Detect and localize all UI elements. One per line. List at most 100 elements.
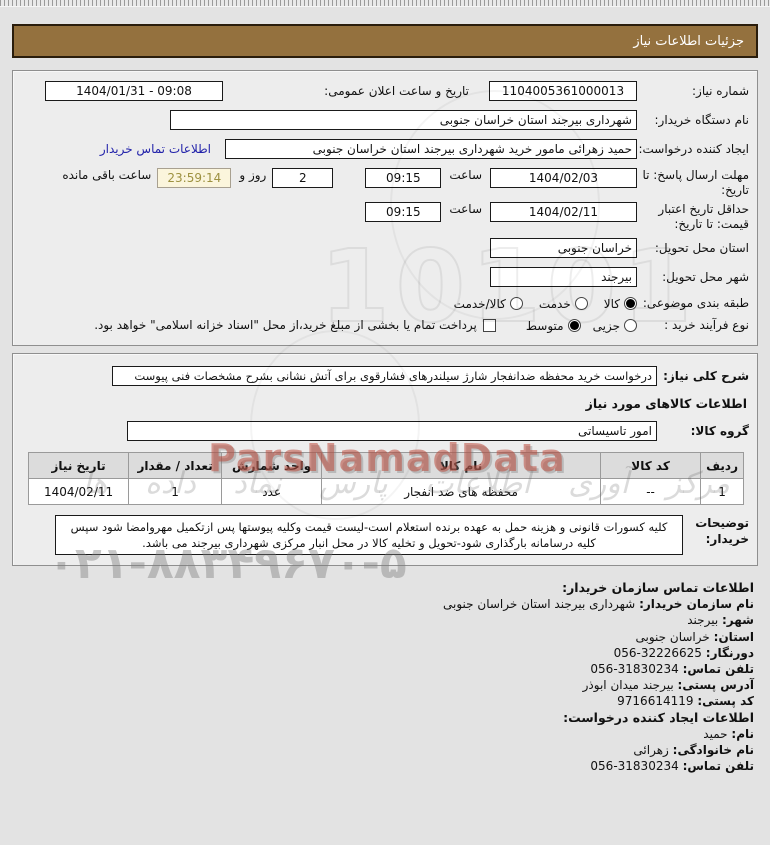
buyer-contact-section: اطلاعات تماس سازمان خریدار: نام سازمان خ…: [16, 580, 754, 774]
org-city-label: شهر:: [722, 613, 754, 628]
goods-radio[interactable]: [624, 297, 637, 310]
creator-firstname-label: نام:: [731, 726, 754, 741]
minor-radio[interactable]: [624, 319, 637, 332]
category-row: طبقه بندی موضوعی: کالا خدمت کالا/خدمت: [21, 296, 749, 311]
process-option-medium: متوسط: [526, 319, 581, 333]
org-city-value: بیرجند: [687, 613, 719, 628]
price-validity-row: حداقل تاریخ اعتبار قیمت: تا تاریخ: 1404/…: [21, 202, 749, 232]
org-province-label: استان:: [713, 629, 754, 644]
org-name-label: نام سازمان خریدار:: [639, 597, 754, 612]
category-option-service: خدمت: [539, 297, 588, 311]
announce-datetime-input[interactable]: 1404/01/31 - 09:08: [45, 81, 223, 101]
buyer-notes-row: توضیحات خریدار: کلیه کسورات قانونی و هزی…: [21, 515, 749, 555]
goods-group-row: گروه کالا: امور تاسیساتی: [21, 421, 749, 441]
creator-input[interactable]: حمید زهرائی مامور خرید شهرداری بیرجند اس…: [225, 139, 637, 159]
need-description-label: شرح کلی نیاز:: [663, 368, 749, 383]
need-items-panel: شرح کلی نیاز: درخواست خرید محفظه ضدانفجا…: [12, 353, 758, 566]
treasury-checkbox[interactable]: [482, 319, 496, 332]
buyer-org-input[interactable]: شهرداری بیرجند استان خراسان جنوبی: [170, 110, 637, 130]
city-input[interactable]: بیرجند: [490, 267, 637, 287]
buyer-org-row: نام دستگاه خریدار: شهرداری بیرجند استان …: [21, 110, 749, 130]
col-row-number: ردیف: [700, 452, 744, 479]
cell-quantity: 1: [128, 478, 223, 505]
service-radio[interactable]: [574, 297, 588, 310]
table-row: 1 -- محفظه های ضد انفجار عدد 1 1404/02/1…: [27, 478, 744, 505]
city-label: شهر محل تحویل:: [662, 269, 749, 284]
goods-radio-label: کالا: [603, 296, 620, 311]
org-province-value: خراسان جنوبی: [635, 629, 710, 644]
org-fax-value: 32226625-056: [613, 645, 702, 660]
category-label: طبقه بندی موضوعی:: [642, 296, 749, 310]
validity-date-input[interactable]: 1404/02/11: [490, 202, 637, 222]
org-province-line: استان: خراسان جنوبی: [16, 629, 754, 645]
province-label: استان محل تحویل:: [654, 240, 749, 255]
buyer-notes-label-line2: خریدار:: [705, 532, 749, 546]
goods-group-input[interactable]: امور تاسیساتی: [127, 421, 657, 441]
deadline-date-input[interactable]: 1404/02/03: [490, 168, 637, 188]
need-description-input[interactable]: درخواست خرید محفظه ضدانفجار شارژ سیلندره…: [112, 366, 657, 386]
org-name-line: نام سازمان خریدار: شهرداری بیرجند استان …: [16, 596, 754, 612]
org-address-label: آدرس پستی:: [677, 678, 754, 693]
request-items-table: ردیف کد کالا نام کالا واحد شمارش تعداد /…: [27, 452, 744, 505]
process-option-minor: جزیی: [593, 319, 637, 333]
org-phone-line: تلفن تماس: 31830234-056: [16, 661, 754, 677]
creator-firstname-line: نام: حمید: [16, 726, 754, 742]
creator-firstname-value: حمید: [703, 726, 728, 741]
goods-service-radio-label: کالا/خدمت: [453, 296, 506, 311]
buyer-notes-label: توضیحات خریدار:: [683, 515, 749, 547]
medium-radio-label: متوسط: [525, 318, 564, 333]
deadline-hour-label: ساعت: [449, 168, 482, 182]
creator-row: ایجاد کننده درخواست: حمید زهرائی مامور خ…: [21, 139, 749, 159]
goods-service-radio[interactable]: [509, 297, 523, 310]
org-postcode-value: 9716614119: [617, 694, 694, 709]
col-item-name: نام کالا: [321, 452, 602, 479]
perforation-pattern: [0, 0, 770, 7]
request-info-panel: شماره نیاز: 1104005361000013 تاریخ و ساع…: [12, 70, 758, 346]
delivery-city-row: شهر محل تحویل: بیرجند: [21, 267, 749, 287]
province-input[interactable]: خراسان جنوبی: [490, 238, 637, 258]
org-address-value: بیرجند میدان ابوذر: [582, 678, 674, 693]
cell-item-code: --: [600, 478, 702, 505]
page-title: جزئیات اطلاعات نیاز: [633, 33, 744, 49]
service-radio-label: خدمت: [538, 296, 571, 311]
days-remaining-input[interactable]: 2: [272, 168, 334, 188]
process-type-row: نوع فرآیند خرید : جزیی متوسط پرداخت تمام…: [21, 318, 749, 333]
need-number-label: شماره نیاز:: [692, 83, 749, 98]
category-option-goods-service: کالا/خدمت: [454, 297, 523, 311]
validity-hour-label: ساعت: [449, 202, 482, 216]
need-number-input[interactable]: 1104005361000013: [489, 81, 637, 101]
buyer-notes-input[interactable]: کلیه کسورات قانونی و هزینه حمل به عهده ب…: [55, 515, 683, 555]
buyer-contact-link[interactable]: اطلاعات تماس خریدار: [99, 142, 211, 156]
creator-phone-label: تلفن تماس:: [682, 759, 754, 774]
creator-label: ایجاد کننده درخواست:: [638, 141, 749, 156]
process-label: نوع فرآیند خرید :: [664, 318, 749, 332]
col-quantity: تعداد / مقدار: [128, 452, 223, 479]
minor-radio-label: جزیی: [592, 318, 620, 333]
creator-phone-value: 31830234-056: [590, 759, 679, 774]
treasury-label: پرداخت تمام یا بخشی از مبلغ خرید،از محل …: [94, 318, 477, 332]
validity-label: حداقل تاریخ اعتبار قیمت: تا تاریخ:: [658, 202, 749, 231]
org-phone-label: تلفن تماس:: [682, 662, 754, 677]
countdown-label: ساعت باقی مانده: [62, 168, 152, 182]
medium-radio[interactable]: [567, 319, 581, 332]
org-address-line: آدرس پستی: بیرجند میدان ابوذر: [16, 677, 754, 693]
cell-unit: عدد: [221, 478, 323, 505]
org-fax-line: دورنگار: 32226625-056: [16, 645, 754, 661]
org-contact-heading: اطلاعات تماس سازمان خریدار:: [562, 580, 754, 595]
items-section-heading: اطلاعات کالاهای مورد نیاز: [585, 396, 747, 411]
category-option-goods: کالا: [604, 297, 637, 311]
cell-row-number: 1: [700, 478, 744, 505]
need-description-row: شرح کلی نیاز: درخواست خرید محفظه ضدانفجا…: [21, 366, 749, 386]
page-title-bar: جزئیات اطلاعات نیاز: [12, 24, 758, 58]
goods-group-label: گروه کالا:: [690, 423, 749, 438]
deadline-row: مهلت ارسال پاسخ: تا تاریخ: 1404/02/03 سا…: [21, 168, 749, 198]
countdown-timer: 23:59:14: [157, 168, 232, 188]
validity-time-input[interactable]: 09:15: [365, 202, 442, 222]
deadline-time-input[interactable]: 09:15: [365, 168, 442, 188]
announce-label: تاریخ و ساعت اعلان عمومی:: [324, 83, 469, 98]
cell-need-date: 1404/02/11: [27, 478, 130, 505]
creator-lastname-value: زهرائی: [633, 743, 669, 758]
creator-contact-heading: اطلاعات ایجاد کننده درخواست:: [563, 709, 754, 725]
creator-phone-line: تلفن تماس: 31830234-056: [16, 758, 754, 774]
deadline-label: مهلت ارسال پاسخ: تا تاریخ:: [642, 168, 749, 197]
